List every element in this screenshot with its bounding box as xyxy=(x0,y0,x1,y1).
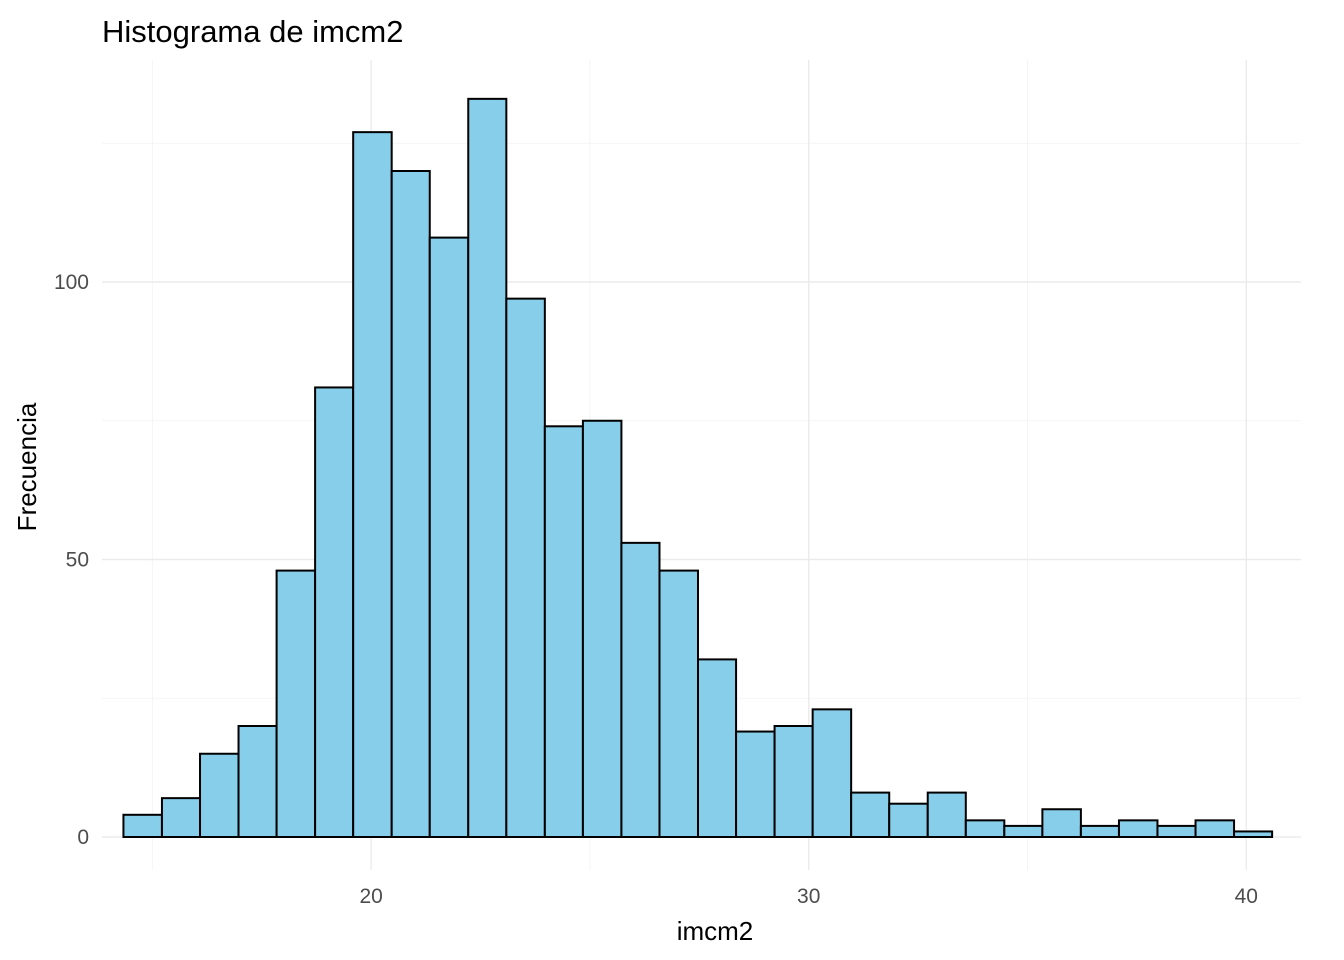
histogram-bar xyxy=(1233,830,1274,839)
histogram-bar xyxy=(888,802,929,839)
histogram-bar xyxy=(505,297,546,838)
histogram-bar xyxy=(1117,819,1159,838)
histogram-bar xyxy=(773,725,814,838)
y-tick-label: 50 xyxy=(66,549,89,572)
y-tick-label: 100 xyxy=(54,271,89,294)
histogram-bar xyxy=(237,725,278,838)
histogram-bar xyxy=(199,752,240,838)
histogram-bar xyxy=(811,708,853,838)
histogram-bar xyxy=(352,131,393,838)
x-tick-label: 30 xyxy=(797,885,820,908)
histogram-bar xyxy=(735,730,776,838)
histogram-bar xyxy=(658,569,699,838)
histogram-bar xyxy=(543,425,584,838)
histogram-bar xyxy=(581,419,623,838)
histogram-bar xyxy=(275,569,317,838)
histogram-bar xyxy=(620,541,661,838)
x-tick-label: 20 xyxy=(359,885,382,908)
histogram-bar xyxy=(314,386,355,838)
histogram-bar xyxy=(1041,808,1082,838)
y-tick-label: 0 xyxy=(77,826,89,849)
x-tick-label: 40 xyxy=(1235,885,1258,908)
histogram-bar xyxy=(467,97,508,839)
axis-tick-labels: 20 30 40 0 50 100 xyxy=(54,271,1258,908)
histogram-bar xyxy=(122,813,163,838)
histogram-bar xyxy=(696,658,738,839)
histogram-bar xyxy=(1079,824,1120,839)
histogram-bar xyxy=(1194,819,1236,838)
histogram-bars xyxy=(122,97,1274,839)
x-axis-title: imcm2 xyxy=(677,916,754,946)
histogram-bar xyxy=(1003,824,1044,839)
histogram-bar xyxy=(160,797,202,839)
histogram-bar xyxy=(1156,824,1197,839)
histogram-bar xyxy=(850,791,891,838)
histogram-bar xyxy=(390,170,431,838)
y-axis-title: Frecuencia xyxy=(12,402,42,531)
histogram-bar xyxy=(964,819,1006,838)
chart-title: Histograma de imcm2 xyxy=(102,14,403,49)
histogram-bar xyxy=(926,791,967,838)
histogram-bar xyxy=(428,236,470,839)
